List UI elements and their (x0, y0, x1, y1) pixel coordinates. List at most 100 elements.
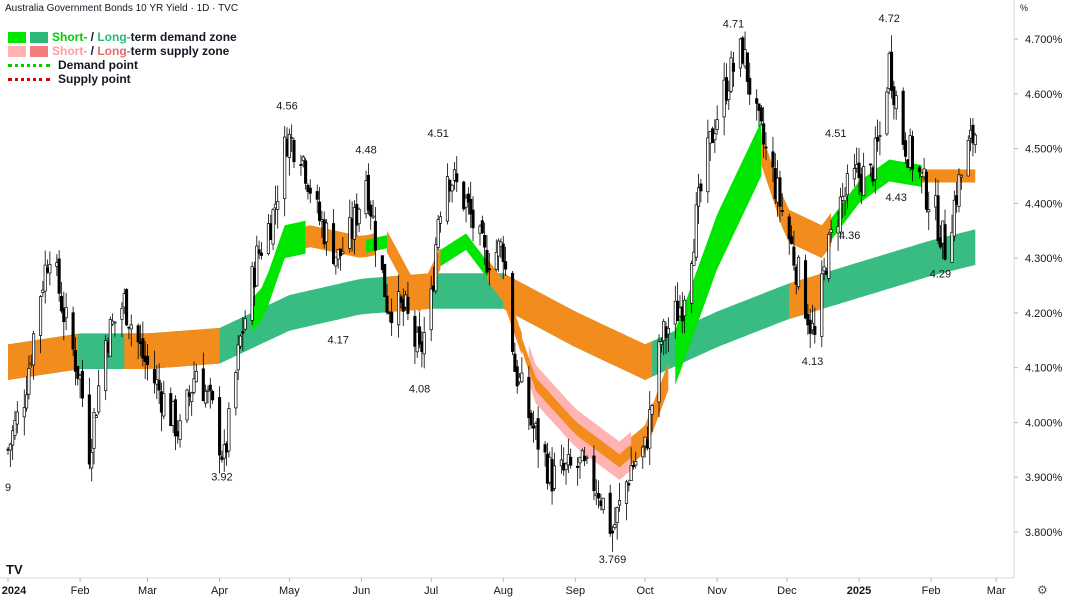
long-demand-swatch (30, 31, 48, 43)
candle-body (531, 425, 536, 429)
candle-body (529, 412, 533, 426)
candle-body (48, 264, 52, 274)
legend-supply-point: Supply point (8, 72, 237, 86)
candle-body (715, 119, 719, 130)
candle-body (104, 340, 108, 392)
candle-body (227, 408, 231, 452)
price-annotation: 4.56 (276, 101, 297, 113)
candle-body (290, 137, 294, 139)
price-annotation: 4.43 (885, 192, 906, 204)
short-term-mixed-zone (761, 132, 832, 259)
candle-body (927, 209, 931, 213)
candle-body (885, 91, 889, 135)
candle-body (803, 260, 808, 319)
price-annotation: 3.769 (599, 554, 627, 566)
time-tick-label: Sep (566, 585, 586, 597)
candle-body (617, 500, 622, 506)
candle-body (504, 261, 508, 270)
candle-body (97, 385, 101, 413)
time-tick-label: Feb (71, 585, 90, 597)
candle-body (487, 268, 491, 271)
candle-body (857, 162, 861, 178)
candle-body (757, 103, 761, 111)
short-term-demand-zone (675, 121, 762, 385)
candle-body (450, 184, 454, 192)
short-term-demand-zone (440, 233, 487, 278)
candle-body (178, 420, 182, 440)
price-tick-label: 4.400% (1025, 198, 1063, 210)
settings-gear-icon[interactable]: ⚙ (1037, 583, 1048, 597)
candle-body (190, 392, 194, 402)
legend-supply-rest: term supply zone (130, 44, 230, 58)
candle-body (601, 497, 605, 510)
tradingview-logo[interactable]: TV (6, 562, 23, 577)
candle-body (771, 151, 775, 168)
candle-body (464, 197, 468, 208)
candle-body (513, 353, 517, 372)
legend-demand-short: Short- (52, 30, 88, 44)
candle-body (869, 163, 873, 166)
candle-body (901, 90, 905, 145)
candle-body (520, 372, 524, 383)
time-tick-label: Oct (637, 585, 654, 597)
candle-body (255, 245, 259, 287)
candle-body (308, 187, 312, 194)
candle-body (480, 220, 484, 234)
candle-body (92, 412, 96, 449)
time-tick-label: 2024 (2, 585, 27, 597)
candle-body (292, 140, 296, 163)
candle-body (250, 266, 254, 321)
candle-body (894, 95, 898, 110)
price-annotation: 4.08 (409, 384, 430, 396)
time-axis[interactable]: 2024 Feb Mar Apr May Jun Jul Aug Sep Oct Nov Dec 202… (2, 578, 1006, 597)
candle-body (559, 459, 563, 467)
price-annotation: 4.51 (427, 128, 448, 140)
candle-body (843, 195, 847, 202)
time-tick-label: Nov (707, 585, 727, 597)
candle-body (878, 135, 882, 137)
candle-body (780, 210, 784, 212)
candle-body (43, 264, 47, 292)
candle-body (11, 430, 15, 446)
candle-body (629, 465, 633, 482)
price-annotation: 4.72 (879, 13, 900, 25)
candle-body (438, 216, 443, 224)
candle-body (87, 394, 91, 465)
short-term-demand-zone (252, 220, 306, 332)
candle-body (236, 344, 240, 371)
chart-title: Australia Government Bonds 10 YR Yield ·… (5, 3, 239, 14)
short-demand-swatch (8, 31, 26, 43)
candle-body (413, 315, 417, 347)
candle-body (592, 455, 596, 492)
candle-body (276, 201, 280, 210)
candle-body (690, 263, 694, 304)
candle-body (25, 394, 29, 409)
candle-body (334, 256, 338, 267)
candles-layer (6, 31, 977, 552)
legend-demand-point: Demand point (8, 58, 237, 72)
legend-supply-long: Long- (97, 44, 131, 58)
price-axis[interactable]: 4.700% 4.600% 4.500% 4.400% 4.300% 4.200% 4.10… (1014, 34, 1063, 539)
candle-body (576, 465, 580, 468)
candle-body (283, 136, 287, 200)
candle-body (57, 258, 61, 294)
candle-body (315, 191, 319, 200)
candle-body (973, 134, 977, 146)
time-tick-label: Aug (493, 585, 513, 597)
candle-body (745, 52, 749, 82)
candle-body (22, 407, 26, 418)
candle-body (917, 167, 922, 173)
legend-supply-point-label: Supply point (58, 72, 131, 86)
candle-body (648, 409, 652, 449)
candle-body (94, 415, 98, 418)
candle-body (71, 312, 75, 350)
candle-body (241, 331, 245, 334)
price-tick-label: 4.100% (1025, 363, 1063, 375)
price-tick-label: 4.000% (1025, 417, 1063, 429)
price-annotation: 4.36 (839, 230, 860, 242)
candle-body (613, 524, 617, 529)
price-tick-label: 4.500% (1025, 144, 1063, 156)
legend-demand-sep: / (87, 30, 98, 44)
